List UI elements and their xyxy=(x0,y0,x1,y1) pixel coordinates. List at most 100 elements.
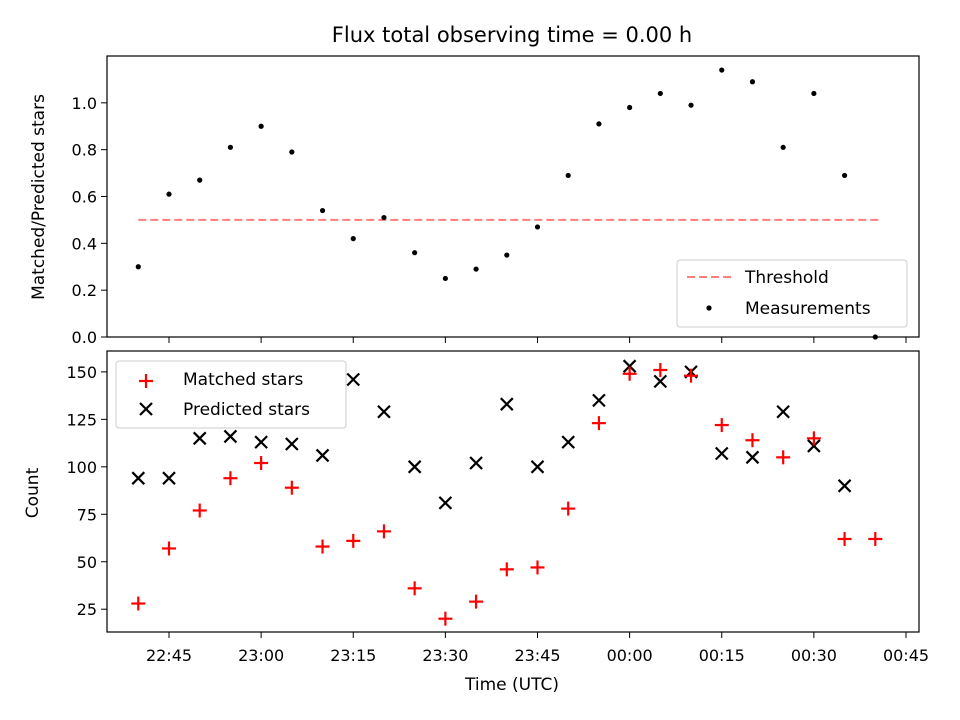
measurement-point xyxy=(534,224,541,230)
bottom-axes-frame xyxy=(106,350,920,633)
measurement-point xyxy=(688,102,694,108)
measurement-point xyxy=(780,144,786,150)
matched-star-point xyxy=(315,539,330,554)
top-legend-box xyxy=(676,259,908,328)
measurement-point xyxy=(197,177,203,183)
x-tick-label: 22:45 xyxy=(146,646,192,665)
measurement-point xyxy=(504,252,510,258)
top-y-tick-label: 0.8 xyxy=(72,141,97,160)
matched-star-point xyxy=(868,531,883,546)
top-y-tick-label: 0.6 xyxy=(72,188,97,207)
x-tick-label: 00:00 xyxy=(607,646,653,665)
predicted-star-point xyxy=(592,393,606,408)
legend-measurements-swatch xyxy=(706,305,712,311)
bottom-y-axis-label: Count xyxy=(23,467,43,518)
top-plot-area: 0.0 0.2 0.4 0.6 0.8 1.0 xyxy=(72,67,907,347)
measurement-point xyxy=(627,104,633,111)
bottom-y-tick-label: 125 xyxy=(66,410,97,429)
predicted-star-point xyxy=(714,446,729,461)
predicted-star-point xyxy=(315,448,330,463)
measurement-point xyxy=(135,264,141,270)
predicted-star-point xyxy=(162,471,176,485)
predicted-star-point xyxy=(438,496,453,510)
predicted-star-point xyxy=(192,431,207,446)
predicted-star-point xyxy=(285,437,299,451)
bottom-y-tick-label: 150 xyxy=(66,363,97,382)
measurement-point xyxy=(719,67,725,73)
measurement-point xyxy=(749,79,756,85)
matched-star-point xyxy=(438,611,453,626)
predicted-star-point xyxy=(469,456,483,470)
top-y-axis-label: Matched/Predicted stars xyxy=(29,94,49,300)
measurement-point xyxy=(657,90,663,97)
x-tick-label: 00:45 xyxy=(883,646,929,665)
bottom-plot-area: 25 50 75 100 125 150 22:45 23:00 23:15 23:30 23:45… xyxy=(66,359,929,665)
x-tick-label: 00:15 xyxy=(699,646,745,665)
predicted-star-point xyxy=(407,460,422,474)
matched-star-point xyxy=(284,480,299,495)
bottom-y-tick-label: 75 xyxy=(77,505,97,524)
predicted-star-point xyxy=(346,372,361,387)
predicted-star-point xyxy=(653,374,668,389)
top-y-tick-label: 0.0 xyxy=(72,328,97,347)
predicted-star-point xyxy=(530,460,545,474)
predicted-star-point xyxy=(745,450,760,465)
matched-star-point xyxy=(223,471,238,486)
top-y-tick-label: 1.0 xyxy=(72,94,97,113)
predicted-star-point xyxy=(254,435,268,449)
bottom-legend: Matched stars Predicted stars xyxy=(115,360,347,429)
bottom-y-tick-label: 100 xyxy=(66,458,97,477)
measurement-point xyxy=(381,214,387,221)
x-tick-label: 23:45 xyxy=(514,646,560,665)
measurement-point xyxy=(841,172,848,179)
legend-measurements-label: Measurements xyxy=(745,299,871,319)
matched-star-point xyxy=(530,560,545,575)
x-axis-label: Time (UTC) xyxy=(464,675,559,695)
measurement-point xyxy=(289,149,295,155)
predicted-star-point xyxy=(807,439,821,453)
matched-star-point xyxy=(376,524,391,539)
measurement-point xyxy=(319,207,326,214)
predicted-star-point xyxy=(500,397,514,411)
matched-star-point xyxy=(254,456,269,471)
top-y-tick-label: 0.2 xyxy=(72,281,97,300)
measurement-point xyxy=(227,144,234,150)
matched-star-point xyxy=(469,594,484,609)
measurement-point xyxy=(412,250,418,256)
top-legend: Threshold Measurements xyxy=(676,259,908,328)
legend-predicted-swatch xyxy=(139,402,153,416)
legend-threshold-label: Threshold xyxy=(744,268,829,288)
bottom-legend-box xyxy=(115,360,347,429)
matched-star-point xyxy=(131,596,146,611)
bottom-y-tick-label: 50 xyxy=(77,553,97,572)
predicted-star-point xyxy=(377,404,391,419)
matched-star-point xyxy=(192,503,207,518)
x-tick-label: 23:15 xyxy=(330,646,376,665)
measurement-point xyxy=(811,90,817,97)
matched-star-point xyxy=(776,450,791,465)
matched-star-point xyxy=(346,533,361,548)
predicted-star-point xyxy=(561,435,575,449)
measurement-point xyxy=(350,236,356,242)
bottom-y-tick-label: 25 xyxy=(77,600,97,619)
matched-star-point xyxy=(837,531,852,546)
measurement-point xyxy=(596,121,602,127)
legend-matched-label: Matched stars xyxy=(183,370,303,390)
legend-matched-swatch xyxy=(139,374,153,388)
measurement-point xyxy=(442,275,448,282)
matched-star-point xyxy=(561,501,576,516)
predicted-star-point xyxy=(131,471,146,485)
matched-star-point xyxy=(714,418,729,433)
predicted-star-point xyxy=(837,479,852,493)
matched-star-point xyxy=(499,562,514,577)
x-tick-label: 23:00 xyxy=(238,646,284,665)
predicted-star-point xyxy=(776,404,790,419)
top-axes-frame xyxy=(106,55,920,338)
x-tick-label: 00:30 xyxy=(791,646,837,665)
predicted-star-point xyxy=(622,359,637,373)
matched-star-point xyxy=(407,581,422,596)
measurement-point xyxy=(473,266,479,272)
measurement-point xyxy=(258,123,264,129)
matched-star-point xyxy=(591,416,606,431)
